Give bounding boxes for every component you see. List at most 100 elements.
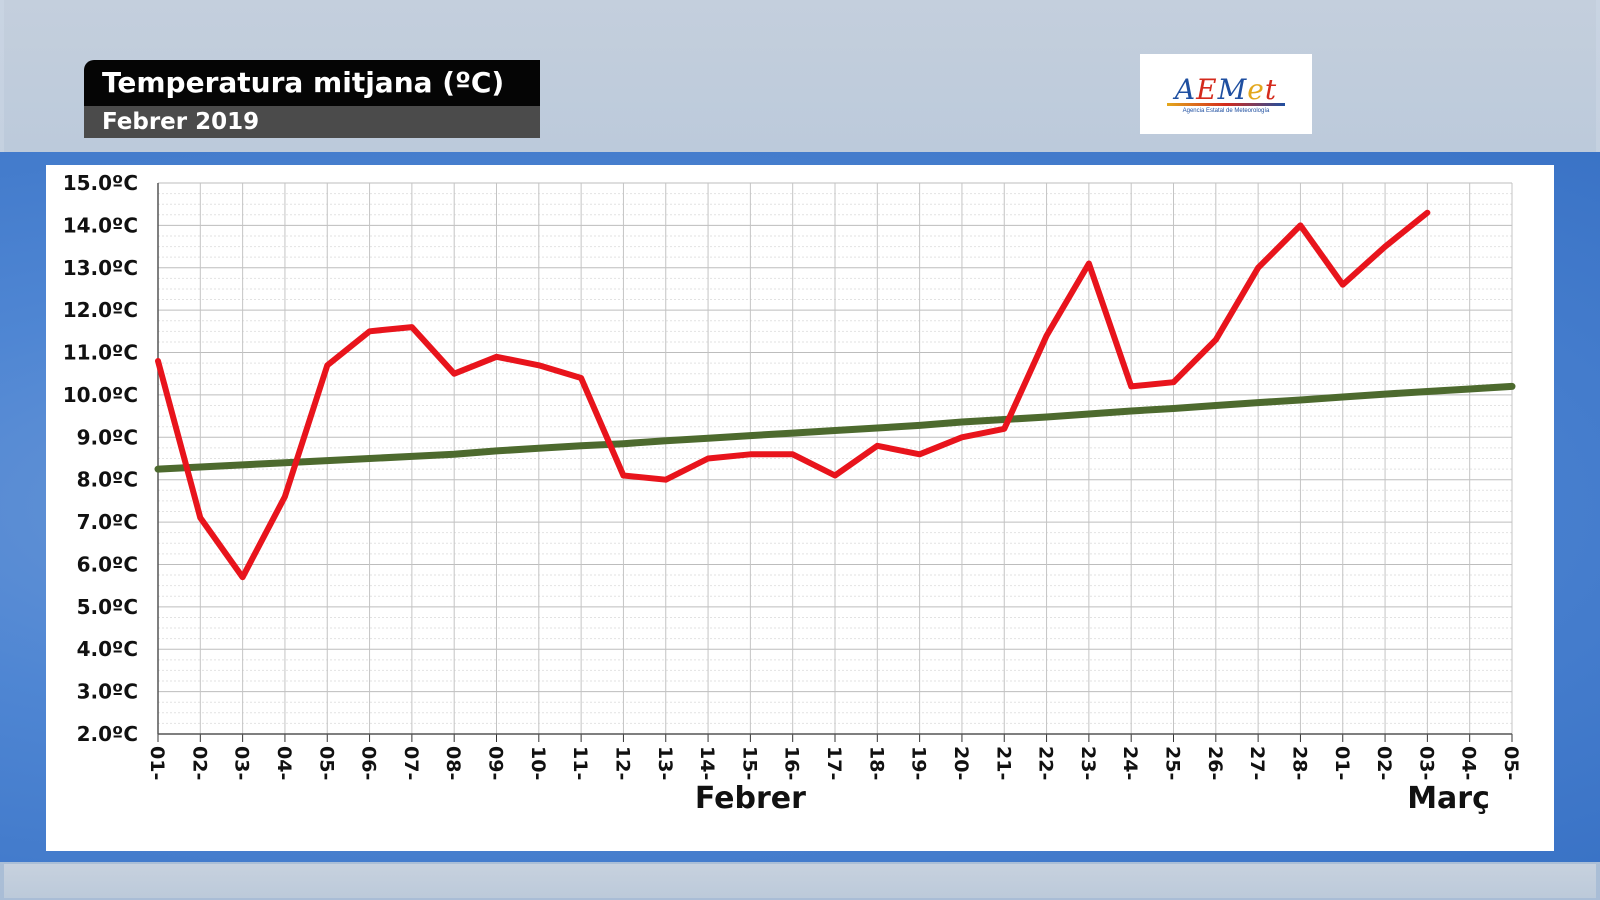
y-tick-label: 5.0ºC <box>77 595 138 619</box>
y-tick-label: 3.0ºC <box>77 680 138 704</box>
normal-point <box>1129 409 1133 413</box>
observed-point <box>833 473 837 477</box>
observed-point <box>1129 384 1133 388</box>
normal-point <box>579 444 583 448</box>
observed-point <box>410 325 414 329</box>
normal-point <box>283 461 287 465</box>
observed-point <box>1425 211 1429 215</box>
x-tick-label: 16- <box>781 746 803 780</box>
observed-point <box>791 452 795 456</box>
month-label: Març <box>1407 781 1490 816</box>
normal-point <box>1045 415 1049 419</box>
y-tick-label: 4.0ºC <box>77 637 138 661</box>
normal-point <box>664 439 668 443</box>
observed-point <box>452 372 456 376</box>
y-tick-label: 13.0ºC <box>63 256 138 280</box>
observed-point <box>1298 223 1302 227</box>
chart-title: Temperatura mitjana (ºC) <box>84 60 540 106</box>
y-tick-label: 15.0ºC <box>63 171 138 195</box>
x-tick-label: 02- <box>1373 746 1395 780</box>
temperature-chart: 2.0ºC 3.0ºC 4.0ºC 5.0ºC 6.0ºC 7.0ºC 8.0ºC 9.0ºC… <box>63 171 1522 816</box>
x-tick-label: 15- <box>738 746 760 780</box>
observed-point <box>156 359 160 363</box>
chart-subtitle: Febrer 2019 <box>84 106 540 138</box>
observed-point <box>283 495 287 499</box>
x-tick-label: 19- <box>908 746 930 780</box>
y-tick-label: 14.0ºC <box>63 213 138 237</box>
observed-point <box>1383 245 1387 249</box>
observed-point <box>1045 334 1049 338</box>
x-tick-label: 08- <box>442 746 464 780</box>
observed-point <box>621 473 625 477</box>
normal-point <box>452 452 456 456</box>
observed-point <box>537 363 541 367</box>
x-tick-label: 14- <box>696 746 718 780</box>
x-tick-label: 02- <box>188 746 210 780</box>
normal-point <box>368 457 372 460</box>
x-tick-label: 18- <box>865 746 887 780</box>
x-tick-label: 23- <box>1077 746 1099 780</box>
x-tick-label: 12- <box>611 746 633 780</box>
x-tick-label: 01- <box>1331 746 1353 780</box>
observed-point <box>1172 380 1175 384</box>
x-tick-label: 28- <box>1288 746 1310 780</box>
y-tick-label: 7.0ºC <box>77 510 138 534</box>
normal-point <box>918 423 922 427</box>
x-tick-label: 05- <box>1500 746 1522 780</box>
normal-point <box>706 436 710 440</box>
normal-point <box>1298 398 1302 402</box>
normal-point <box>791 431 795 435</box>
x-tick-label: 09- <box>485 746 507 780</box>
normal-point <box>833 429 837 433</box>
x-tick-label: 27- <box>1246 746 1268 780</box>
observed-point <box>918 452 922 456</box>
observed-point <box>1256 266 1260 270</box>
x-tick-label: 07- <box>400 746 422 780</box>
normal-point <box>1510 384 1514 388</box>
normal-point <box>748 434 752 438</box>
x-tick-label: 03- <box>1415 746 1437 780</box>
observed-point <box>664 478 668 482</box>
y-tick-label: 2.0ºC <box>77 722 138 746</box>
normal-point <box>537 446 541 450</box>
normal-point <box>156 467 160 471</box>
normal-point <box>1341 395 1345 399</box>
x-tick-label: 06- <box>358 746 380 780</box>
observed-point <box>1002 427 1006 431</box>
x-tick-label: 04- <box>273 746 295 780</box>
x-tick-label: 05- <box>315 746 337 780</box>
observed-point <box>1341 283 1345 287</box>
x-tick-label: 17- <box>823 746 845 780</box>
normal-point <box>1214 404 1218 408</box>
month-label: Febrer <box>695 781 806 816</box>
observed-point <box>495 355 498 359</box>
x-tick-label: 24- <box>1119 746 1141 780</box>
observed-point <box>368 329 372 333</box>
title-box: Temperatura mitjana (ºC) Febrer 2019 <box>84 60 540 146</box>
logo-underline <box>1167 102 1285 106</box>
x-tick-label: 20- <box>950 746 972 780</box>
x-tick-label: 26- <box>1204 746 1226 780</box>
observed-point <box>960 435 964 439</box>
observed-point <box>198 516 202 520</box>
x-tick-label: 21- <box>992 746 1014 780</box>
normal-point <box>1087 412 1091 416</box>
normal-point <box>1425 390 1429 394</box>
x-tick-label: 13- <box>654 746 676 780</box>
logo-caption: Agencia Estatal de Meteorología <box>1182 107 1270 114</box>
chart-panel: 2.0ºC 3.0ºC 4.0ºC 5.0ºC 6.0ºC 7.0ºC 8.0ºC 9.0ºC… <box>46 165 1554 851</box>
normal-point <box>198 465 202 469</box>
y-tick-label: 11.0ºC <box>63 341 138 365</box>
x-tick-label: 10- <box>527 746 549 780</box>
observed-point <box>875 444 879 448</box>
normal-point <box>241 463 245 467</box>
normal-point <box>621 442 625 446</box>
observed-point <box>579 376 583 380</box>
normal-point <box>960 420 964 424</box>
observed-point <box>1087 262 1091 266</box>
aemet-logo: AEMet Agencia Estatal de Meteorología <box>1140 54 1312 134</box>
x-tick-label: 03- <box>231 746 253 780</box>
normal-point <box>1172 406 1175 410</box>
normal-point <box>1383 392 1387 396</box>
logo-wordmark: AEMet <box>1174 72 1278 106</box>
